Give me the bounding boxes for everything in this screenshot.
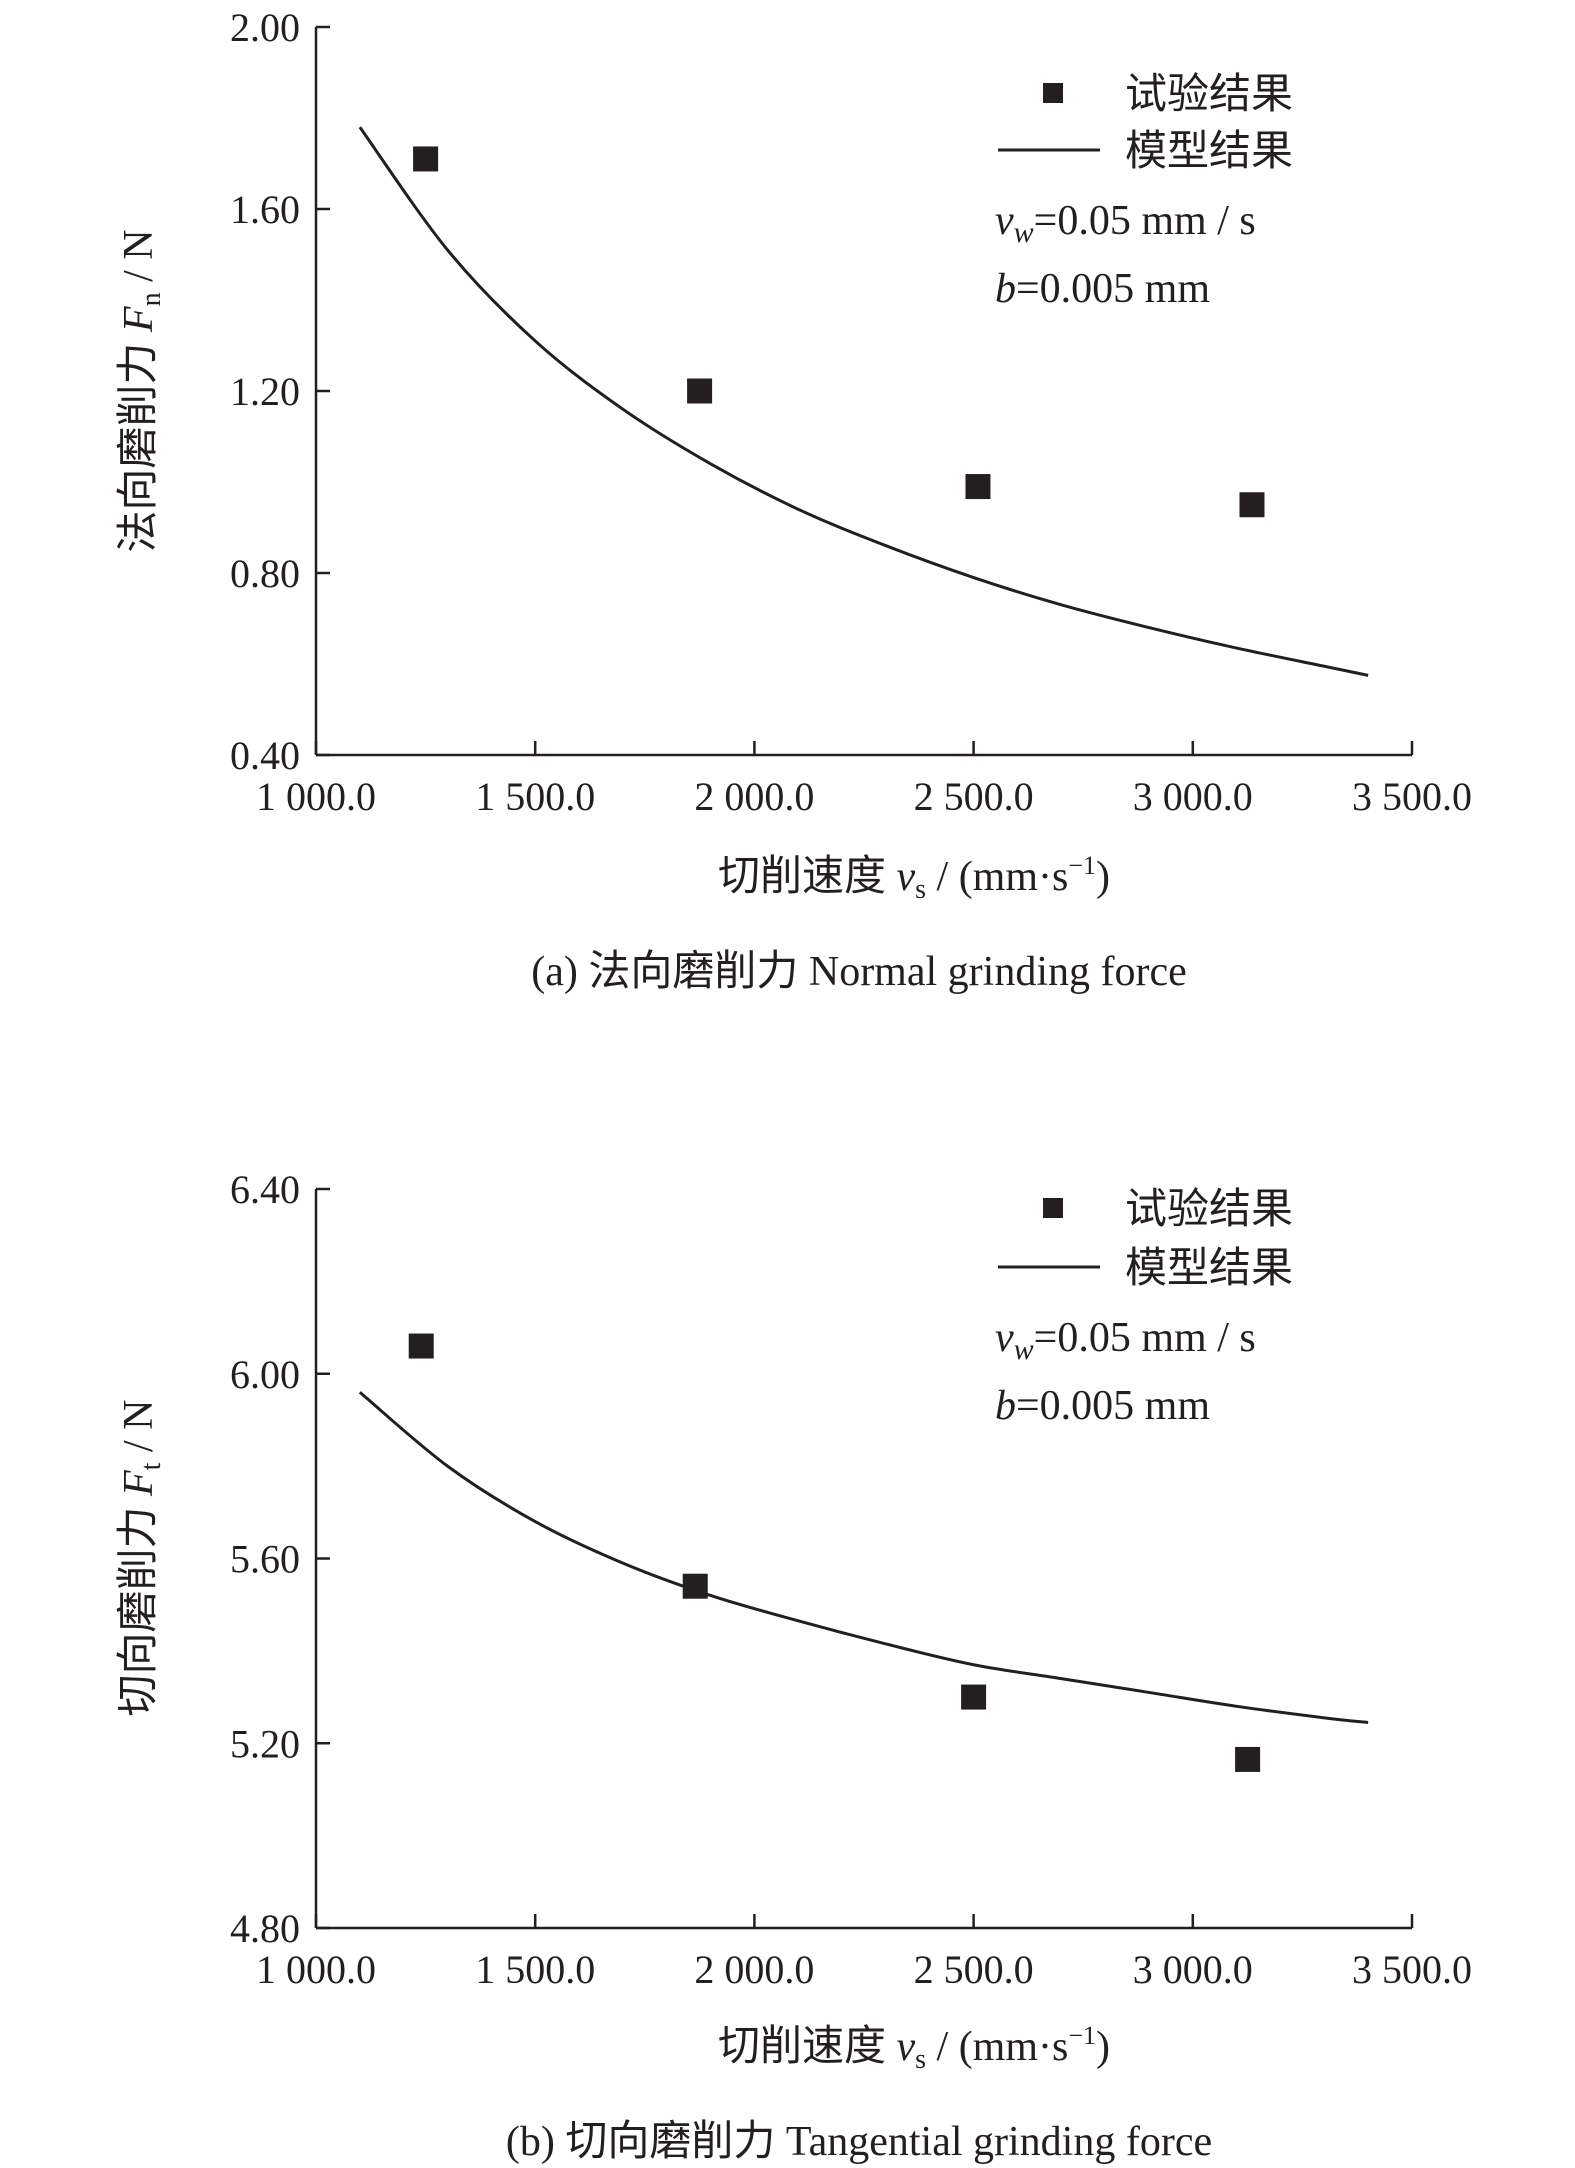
chart-caption: (a) 法向磨削力 Normal grinding force [531, 949, 1187, 995]
experiment-point [1235, 1746, 1261, 1772]
y-tick-label: 6.40 [230, 1167, 300, 1212]
y-axis-title: 法向磨削力 Fn / N [116, 229, 167, 552]
x-tick-label: 3 500.0 [1352, 1947, 1472, 1992]
y-tick-label: 2.00 [230, 5, 300, 50]
param-text: vw=0.05 mm / s [995, 198, 1256, 249]
experiment-point [965, 474, 991, 500]
chart-a: 0.40 0.80 1.20 1.60 2.00 1 000.0 1 500.0 2 000.… [116, 5, 1472, 995]
legend-line-label: 模型结果 [1125, 129, 1293, 175]
legend-marker-symbol [1043, 83, 1063, 103]
y-axis-title: 切向磨削力 Ft / N [116, 1400, 167, 1717]
x-tick-label: 1 000.0 [256, 1947, 376, 1992]
y-tick-label: 1.60 [230, 187, 300, 232]
y-tick-label: 0.40 [230, 733, 300, 778]
x-tick-label: 2 500.0 [914, 774, 1034, 819]
y-tick-label: 0.80 [230, 551, 300, 596]
param-text: b=0.005 mm [995, 266, 1210, 312]
legend-markers-label: 试验结果 [1125, 1186, 1293, 1233]
y-tick-label: 5.60 [230, 1537, 300, 1582]
model-curve [358, 126, 1369, 677]
legend-line-label: 模型结果 [1125, 1246, 1293, 1292]
chart-b: 4.80 5.20 5.60 6.00 6.40 1 000.0 1 500.0 2 000.… [116, 1167, 1472, 2165]
x-tick-label: 2 500.0 [914, 1947, 1034, 1992]
x-tick-label: 3 500.0 [1352, 774, 1472, 819]
x-tick-label: 3 000.0 [1133, 774, 1253, 819]
legend-marker-symbol [1043, 1198, 1063, 1218]
experiment-point [961, 1684, 987, 1710]
legend-markers-label: 试验结果 [1125, 71, 1293, 118]
x-tick-label: 2 000.0 [694, 774, 814, 819]
x-axis-title: 切削速度 vs / (mm·s−1) [718, 851, 1110, 905]
y-tick-label: 5.20 [230, 1721, 300, 1766]
experiment-point [408, 1333, 434, 1359]
x-tick-label: 1 000.0 [256, 774, 376, 819]
x-tick-label: 1 500.0 [475, 1947, 595, 1992]
param-text: b=0.005 mm [995, 1383, 1210, 1429]
model-curve [358, 1391, 1369, 1724]
experiment-point [687, 378, 713, 404]
param-text: vw=0.05 mm / s [995, 1315, 1256, 1366]
y-tick-label: 4.80 [230, 1906, 300, 1951]
y-tick-label: 6.00 [230, 1352, 300, 1397]
x-tick-label: 3 000.0 [1133, 1947, 1253, 1992]
y-tick-label: 1.20 [230, 369, 300, 414]
experiment-point [413, 146, 439, 172]
x-axis-title: 切削速度 vs / (mm·s−1) [718, 2021, 1110, 2075]
chart-caption: (b) 切向磨削力 Tangential grinding force [506, 2119, 1212, 2165]
x-tick-label: 2 000.0 [694, 1947, 814, 1992]
experiment-point [1239, 492, 1265, 518]
x-tick-label: 1 500.0 [475, 774, 595, 819]
